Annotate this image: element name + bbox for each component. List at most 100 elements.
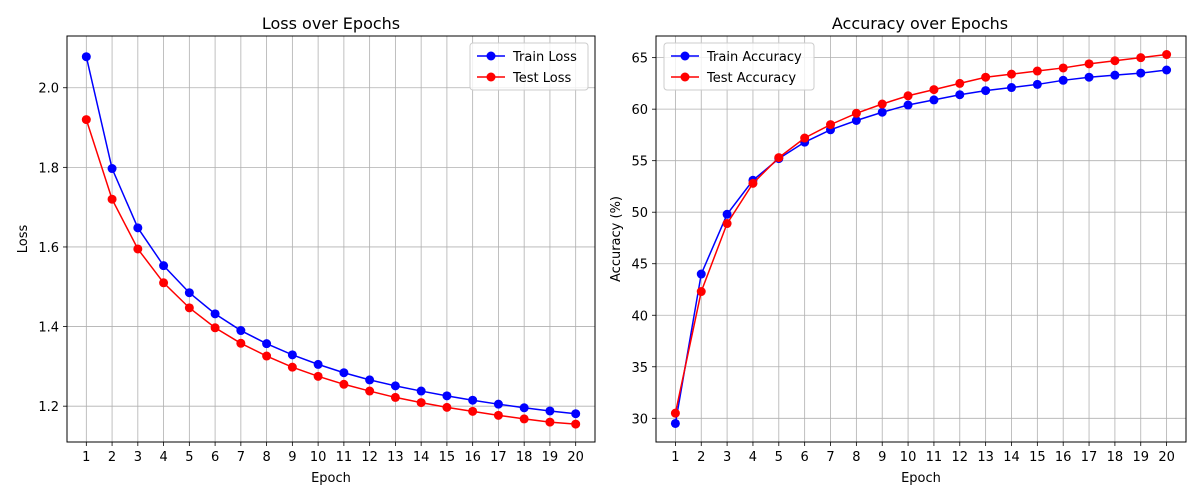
accuracy-x-tick-label: 10 — [900, 450, 917, 465]
accuracy-x-tick-label: 18 — [1107, 450, 1124, 465]
accuracy-x-tick-label: 8 — [852, 450, 860, 465]
train-loss-point — [545, 406, 555, 416]
train-accuracy-point — [722, 209, 732, 219]
accuracy-chart: Accuracy over Epochs 1 2 3 4 5 6 7 8 9 10 11 12 13 14… — [609, 14, 1187, 486]
accuracy-x-tick-label: 12 — [952, 450, 969, 465]
loss-chart-x-axis-label: Epoch — [311, 471, 351, 486]
loss-y-tick-label: 1.2 — [38, 400, 59, 415]
accuracy-y-tick-label: 55 — [631, 155, 648, 170]
test-accuracy-point — [1110, 56, 1120, 66]
train-loss-point — [236, 326, 246, 336]
test-loss-point — [287, 362, 297, 372]
train-loss-point — [107, 164, 117, 174]
loss-legend-frame — [469, 42, 589, 91]
accuracy-y-tick-label: 50 — [631, 206, 648, 221]
accuracy-x-tick-label: 4 — [749, 450, 757, 465]
loss-y-tick-label: 1.4 — [38, 321, 59, 336]
accuracy-x-tick-label: 13 — [977, 450, 994, 465]
accuracy-chart-ticks: 1 2 3 4 5 6 7 8 9 10 11 12 13 14 15 16 17 18 19 20303540455… — [631, 52, 1174, 465]
accuracy-legend-swatch-marker — [680, 51, 690, 61]
accuracy-x-tick-label: 2 — [697, 450, 705, 465]
accuracy-y-tick-label: 60 — [631, 103, 648, 118]
loss-x-tick-label: 17 — [490, 450, 507, 465]
train-loss-point — [81, 52, 91, 62]
loss-x-tick-label: 13 — [387, 450, 404, 465]
accuracy-x-tick-label: 6 — [801, 450, 809, 465]
accuracy-x-tick-label: 17 — [1081, 450, 1098, 465]
loss-x-tick-label: 15 — [439, 450, 456, 465]
accuracy-chart-legend: Train Accuracy Test Accuracy — [663, 42, 815, 91]
train-loss-point — [210, 309, 220, 319]
loss-legend-label: Test Loss — [512, 71, 571, 86]
test-accuracy-point — [722, 219, 732, 229]
loss-x-tick-label: 16 — [464, 450, 481, 465]
loss-x-tick-label: 18 — [516, 450, 533, 465]
train-accuracy-point — [670, 418, 680, 428]
train-loss-point — [571, 409, 581, 419]
loss-x-tick-label: 7 — [237, 450, 245, 465]
test-accuracy-point — [774, 153, 784, 163]
accuracy-x-tick-label: 9 — [878, 450, 886, 465]
test-loss-point — [107, 194, 117, 204]
test-accuracy-point — [696, 287, 706, 297]
test-loss-point — [236, 338, 246, 348]
train-loss-point — [468, 395, 478, 405]
test-accuracy-point — [955, 78, 965, 88]
loss-x-tick-label: 12 — [361, 450, 378, 465]
test-loss-point — [313, 371, 323, 381]
accuracy-y-tick-label: 40 — [631, 309, 648, 324]
test-loss-point — [133, 244, 143, 254]
test-accuracy-point — [826, 120, 836, 130]
test-loss-point — [184, 303, 194, 313]
accuracy-chart-title: Accuracy over Epochs — [832, 14, 1008, 33]
test-loss-point — [390, 392, 400, 402]
accuracy-x-tick-label: 3 — [723, 450, 731, 465]
test-accuracy-point — [981, 72, 991, 82]
test-accuracy-point — [929, 85, 939, 95]
accuracy-chart-grid — [656, 36, 1186, 442]
accuracy-x-tick-label: 16 — [1055, 450, 1072, 465]
test-loss-point — [545, 417, 555, 427]
test-accuracy-point — [1006, 69, 1016, 79]
test-loss-point — [442, 402, 452, 412]
train-accuracy-point — [981, 86, 991, 96]
train-accuracy-point — [1162, 65, 1172, 75]
accuracy-x-tick-label: 20 — [1158, 450, 1175, 465]
loss-x-tick-label: 10 — [310, 450, 327, 465]
test-accuracy-point — [748, 178, 758, 188]
train-accuracy-point — [1058, 75, 1068, 85]
loss-x-tick-label: 6 — [211, 450, 219, 465]
loss-x-tick-label: 14 — [413, 450, 430, 465]
loss-chart-title: Loss over Epochs — [262, 14, 400, 33]
loss-x-tick-label: 9 — [288, 450, 296, 465]
train-accuracy-point — [696, 269, 706, 279]
train-loss-point — [287, 350, 297, 360]
accuracy-legend-swatch-marker — [680, 72, 690, 82]
accuracy-x-tick-label: 11 — [926, 450, 943, 465]
loss-chart: Loss over Epochs 1 2 3 4 5 6 7 8 9 10 11 12 13 14 15 16… — [16, 14, 596, 486]
loss-chart-series — [81, 52, 581, 429]
loss-y-tick-label: 1.8 — [38, 161, 59, 176]
accuracy-x-tick-label: 1 — [671, 450, 679, 465]
train-loss-point — [339, 368, 349, 378]
accuracy-y-tick-label: 45 — [631, 258, 648, 273]
train-loss-point — [519, 403, 529, 413]
train-accuracy-point — [851, 115, 861, 125]
loss-legend-swatch-marker — [486, 51, 496, 61]
test-accuracy-point — [851, 108, 861, 118]
train-loss-point — [313, 359, 323, 369]
train-accuracy-point — [903, 100, 913, 110]
test-accuracy-point — [1136, 53, 1146, 63]
loss-x-tick-label: 8 — [262, 450, 270, 465]
test-loss-point — [210, 323, 220, 333]
test-loss-point — [262, 351, 272, 361]
loss-x-tick-label: 11 — [336, 450, 353, 465]
test-loss-point — [339, 379, 349, 389]
test-accuracy-point — [670, 408, 680, 418]
test-loss-point — [571, 419, 581, 429]
loss-legend-swatch-marker — [486, 72, 496, 82]
test-loss-point — [365, 386, 375, 396]
train-loss-point — [493, 399, 503, 409]
train-accuracy-point — [1006, 83, 1016, 93]
